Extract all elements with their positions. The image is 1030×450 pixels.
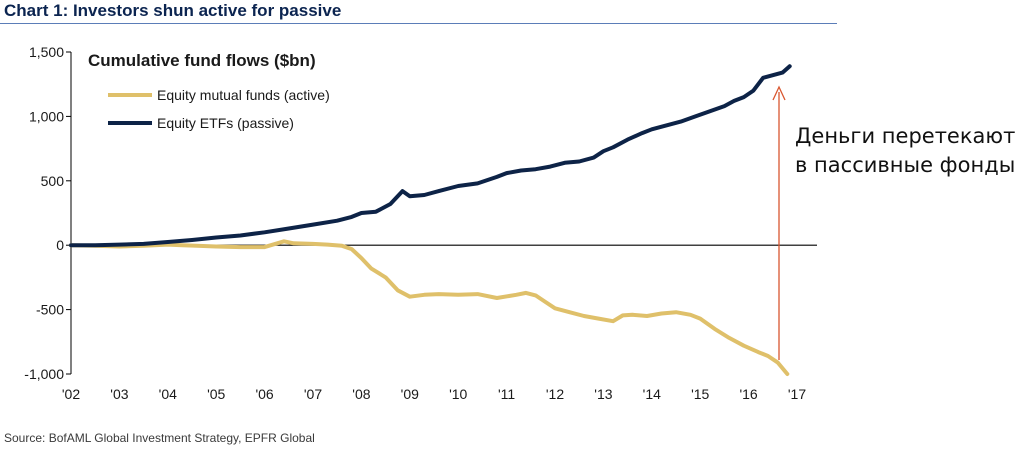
flow-arrow bbox=[772, 85, 786, 360]
x-tick-label: '15 bbox=[691, 386, 709, 402]
x-tick-label: '05 bbox=[207, 386, 225, 402]
x-tick-label: '02 bbox=[62, 386, 80, 402]
legend-label-passive: Equity ETFs (passive) bbox=[157, 115, 294, 131]
x-tick-label: '08 bbox=[352, 386, 370, 402]
y-tick-label: 500 bbox=[41, 173, 65, 189]
header-divider bbox=[0, 23, 837, 24]
y-tick-label: 1,500 bbox=[29, 44, 64, 60]
x-tick-label: '17 bbox=[788, 386, 806, 402]
arrow-head bbox=[772, 85, 786, 101]
y-tick-label: 0 bbox=[56, 237, 64, 253]
x-tick-label: '14 bbox=[643, 386, 661, 402]
y-tick-label: 1,000 bbox=[29, 108, 64, 124]
y-tick-label: -1,000 bbox=[24, 366, 64, 382]
x-tick-label: '07 bbox=[304, 386, 322, 402]
legend: Equity mutual funds (active) Equity ETFs… bbox=[108, 87, 330, 131]
series-layer bbox=[69, 64, 792, 376]
chart-header-title: Chart 1: Investors shun active for passi… bbox=[4, 1, 342, 20]
y-axis: -1,000 -500 0 500 1,000 1,500 bbox=[24, 44, 71, 382]
x-tick-label: '04 bbox=[159, 386, 177, 402]
plot-title: Cumulative fund flows ($bn) bbox=[88, 51, 316, 70]
x-tick-label: '12 bbox=[546, 386, 564, 402]
x-tick-label: '10 bbox=[449, 386, 467, 402]
x-tick-label: '13 bbox=[594, 386, 612, 402]
x-tick-label: '06 bbox=[255, 386, 273, 402]
legend-label-active: Equity mutual funds (active) bbox=[157, 87, 330, 103]
x-tick-label: '03 bbox=[110, 386, 128, 402]
series-line-passive bbox=[69, 64, 792, 248]
annotation-line-2: в пассивные фонды bbox=[795, 153, 1016, 177]
x-tick-label: '11 bbox=[498, 386, 515, 402]
y-tick-label: -500 bbox=[36, 302, 64, 318]
annotation-line-1: Деньги перетекают bbox=[795, 124, 1016, 148]
series-line-active bbox=[69, 239, 790, 376]
x-axis: '02 '03 '04 '05 '06 '07 '08 '09 '10 '11 '12 '13 '14 '… bbox=[62, 386, 806, 402]
x-tick-label: '09 bbox=[401, 386, 419, 402]
source-note: Source: BofAML Global Investment Strateg… bbox=[4, 431, 315, 445]
x-tick-label: '16 bbox=[739, 386, 757, 402]
annotation: Деньги перетекают в пассивные фонды bbox=[795, 122, 1015, 180]
